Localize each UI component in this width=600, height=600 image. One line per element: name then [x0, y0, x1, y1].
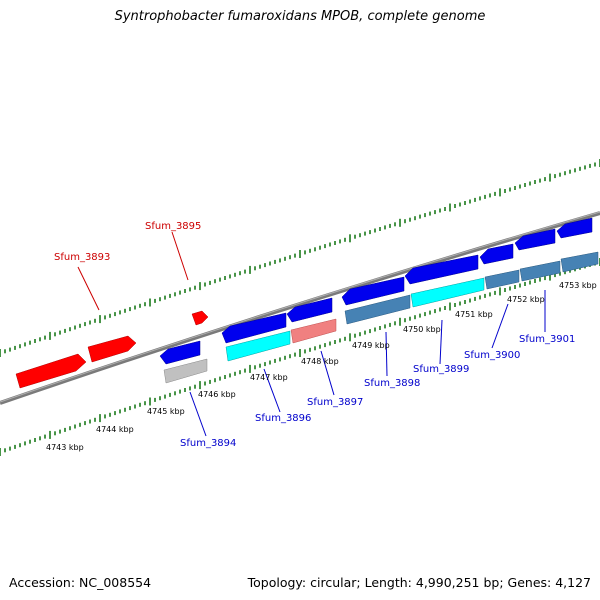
gene-next-right[interactable] [556, 217, 593, 239]
feature-sfum-3898-steel[interactable] [344, 294, 411, 325]
gene-sfum-3893-a[interactable] [15, 353, 87, 389]
reverse-features-lower [163, 251, 599, 384]
scale-label-4749: 4749 kbp [352, 341, 390, 350]
gene-label-sfum-3895[interactable]: Sfum_3895 [145, 221, 201, 232]
map-title: Syntrophobacter fumaroxidans MPOB, compl… [114, 9, 486, 24]
scale-labels: 4743 kbp 4744 kbp 4745 kbp 4746 kbp 4747… [46, 281, 597, 452]
gene-sfum-3894[interactable] [159, 340, 201, 365]
feature-next-steel[interactable] [560, 251, 599, 273]
forward-genes [15, 310, 209, 389]
gene-label-sfum-3900[interactable]: Sfum_3900 [464, 350, 520, 361]
gene-sfum-3898[interactable] [341, 276, 405, 306]
gene-label-sfum-3897[interactable]: Sfum_3897 [307, 397, 363, 408]
gene-label-sfum-3898[interactable]: Sfum_3898 [364, 378, 420, 389]
scale-label-4744: 4744 kbp [96, 425, 134, 434]
feature-sfum-3901-steel[interactable] [519, 260, 561, 282]
gene-sfum-3900[interactable] [479, 243, 514, 265]
gene-sfum-3893-b[interactable] [87, 335, 137, 363]
gene-sfum-3896[interactable] [221, 312, 287, 344]
gene-sfum-3895[interactable] [191, 310, 209, 326]
gene-label-sfum-3901[interactable]: Sfum_3901 [519, 334, 575, 345]
feature-sfum-3896-cyan[interactable] [225, 330, 291, 362]
genome-summary-text: Topology: circular; Length: 4,990,251 bp… [247, 575, 591, 590]
gene-sfum-3897[interactable] [286, 297, 333, 323]
gene-sfum-3899[interactable] [404, 254, 479, 285]
gene-label-sfum-3893[interactable]: Sfum_3893 [54, 252, 110, 263]
scale-label-4746: 4746 kbp [198, 390, 236, 399]
scale-label-4748: 4748 kbp [301, 357, 339, 366]
gene-label-sfum-3899[interactable]: Sfum_3899 [413, 364, 469, 375]
gene-label-sfum-3894[interactable]: Sfum_3894 [180, 438, 236, 449]
scale-label-4752: 4752 kbp [507, 295, 545, 304]
feature-sfum-3899-cyan[interactable] [410, 277, 485, 308]
feature-sfum-3894-gray[interactable] [163, 358, 208, 384]
scale-label-4743: 4743 kbp [46, 443, 84, 452]
gene-label-sfum-3896[interactable]: Sfum_3896 [255, 413, 311, 424]
scale-label-4747: 4747 kbp [250, 373, 288, 382]
accession-text: Accession: NC_008554 [9, 575, 152, 590]
feature-sfum-3897-pink[interactable] [290, 318, 337, 344]
scale-label-4745: 4745 kbp [147, 407, 185, 416]
gene-sfum-3901[interactable] [514, 228, 556, 251]
scale-label-4750: 4750 kbp [403, 325, 441, 334]
label-connectors [77, 231, 546, 437]
reverse-tick-track [0, 258, 600, 456]
gene-labels: Sfum_3893 Sfum_3895 Sfum_3894 Sfum_3896 … [54, 221, 575, 449]
feature-sfum-3900-steel[interactable] [484, 269, 520, 290]
genome-axis [0, 211, 600, 405]
scale-label-4753: 4753 kbp [559, 281, 597, 290]
forward-tick-track [0, 159, 600, 357]
reverse-genes-upper [159, 217, 593, 365]
scale-label-4751: 4751 kbp [455, 310, 493, 319]
